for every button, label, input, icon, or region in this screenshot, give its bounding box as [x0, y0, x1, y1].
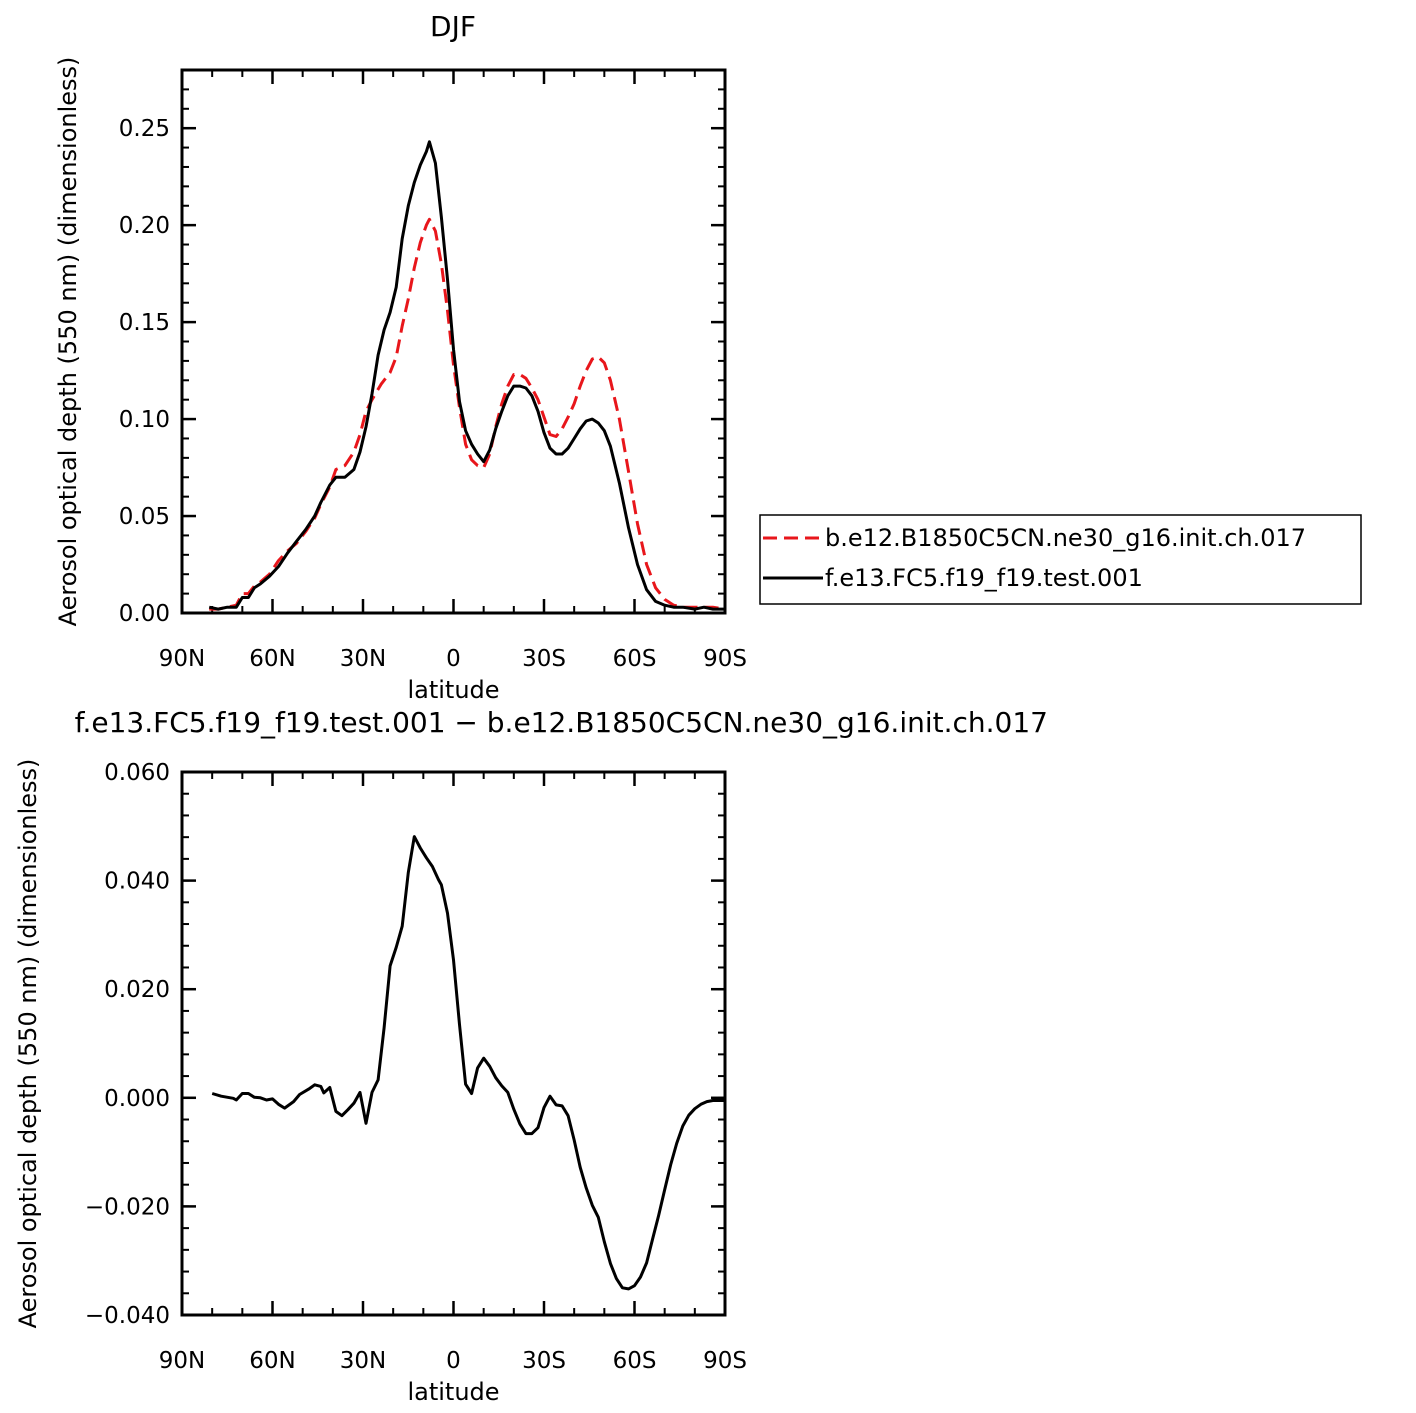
- y-tick-label: 0.040: [104, 869, 170, 895]
- chart-title: DJF: [430, 10, 476, 43]
- legend-label: b.e12.B1850C5CN.ne30_g16.init.ch.017: [825, 524, 1306, 552]
- x-tick-label: 0: [446, 1348, 461, 1374]
- series-line-1: [211, 835, 725, 1291]
- y-tick-label: 0.25: [119, 116, 170, 142]
- y-tick-label: −0.040: [85, 1303, 170, 1329]
- y-tick-label: 0.10: [119, 407, 170, 433]
- y-tick-label: 0.05: [119, 504, 170, 530]
- x-tick-label: 90S: [703, 646, 747, 672]
- series-line-2: [208, 140, 725, 611]
- y-tick-label: 0.020: [104, 977, 170, 1003]
- x-axis-title: latitude: [407, 676, 499, 704]
- x-tick-label: 60N: [249, 1348, 295, 1374]
- legend: b.e12.B1850C5CN.ne30_g16.init.ch.017 f.e1…: [759, 514, 1362, 605]
- x-axis-title: latitude: [407, 1378, 499, 1406]
- chart-panel-2: f.e13.FC5.f19_f19.test.001 − b.e12.B1850…: [14, 706, 1048, 1406]
- x-tick-label: 30S: [522, 1348, 566, 1374]
- plot-frame: [180, 68, 727, 615]
- x-tick-label: 60S: [613, 646, 657, 672]
- y-tick-label: 0.00: [119, 601, 170, 627]
- x-tick-label: 60S: [613, 1348, 657, 1374]
- x-tick-label: 30N: [340, 1348, 386, 1374]
- y-tick-label: 0.20: [119, 213, 170, 239]
- y-tick-label: 0.060: [104, 760, 170, 786]
- x-tick-label: 90S: [703, 1348, 747, 1374]
- y-axis-title: Aerosol optical depth (550 nm) (dimensio…: [14, 759, 42, 1329]
- chart-panel-1: DJF 90N 60N 30N 0 30S 60S 90S 0.00 0.05 0.10 0.15 0.…: [54, 10, 1362, 704]
- y-tick-label: −0.020: [85, 1194, 170, 1220]
- plot-frame: [180, 770, 727, 1317]
- y-tick-label: 0.15: [119, 310, 170, 336]
- x-tick-label: 0: [446, 646, 461, 672]
- chart-title: f.e13.FC5.f19_f19.test.001 − b.e12.B1850…: [75, 706, 1048, 739]
- legend-label: f.e13.FC5.f19_f19.test.001: [825, 564, 1143, 592]
- x-tick-label: 30N: [340, 646, 386, 672]
- legend-box: [759, 514, 1362, 605]
- x-tick-label: 60N: [249, 646, 295, 672]
- x-tick-label: 90N: [159, 1348, 205, 1374]
- y-tick-label: 0.000: [104, 1086, 170, 1112]
- y-axis-title: Aerosol optical depth (550 nm) (dimensio…: [54, 57, 82, 627]
- x-tick-label: 90N: [159, 646, 205, 672]
- series-line-1: [209, 217, 726, 611]
- x-tick-label: 30S: [522, 646, 566, 672]
